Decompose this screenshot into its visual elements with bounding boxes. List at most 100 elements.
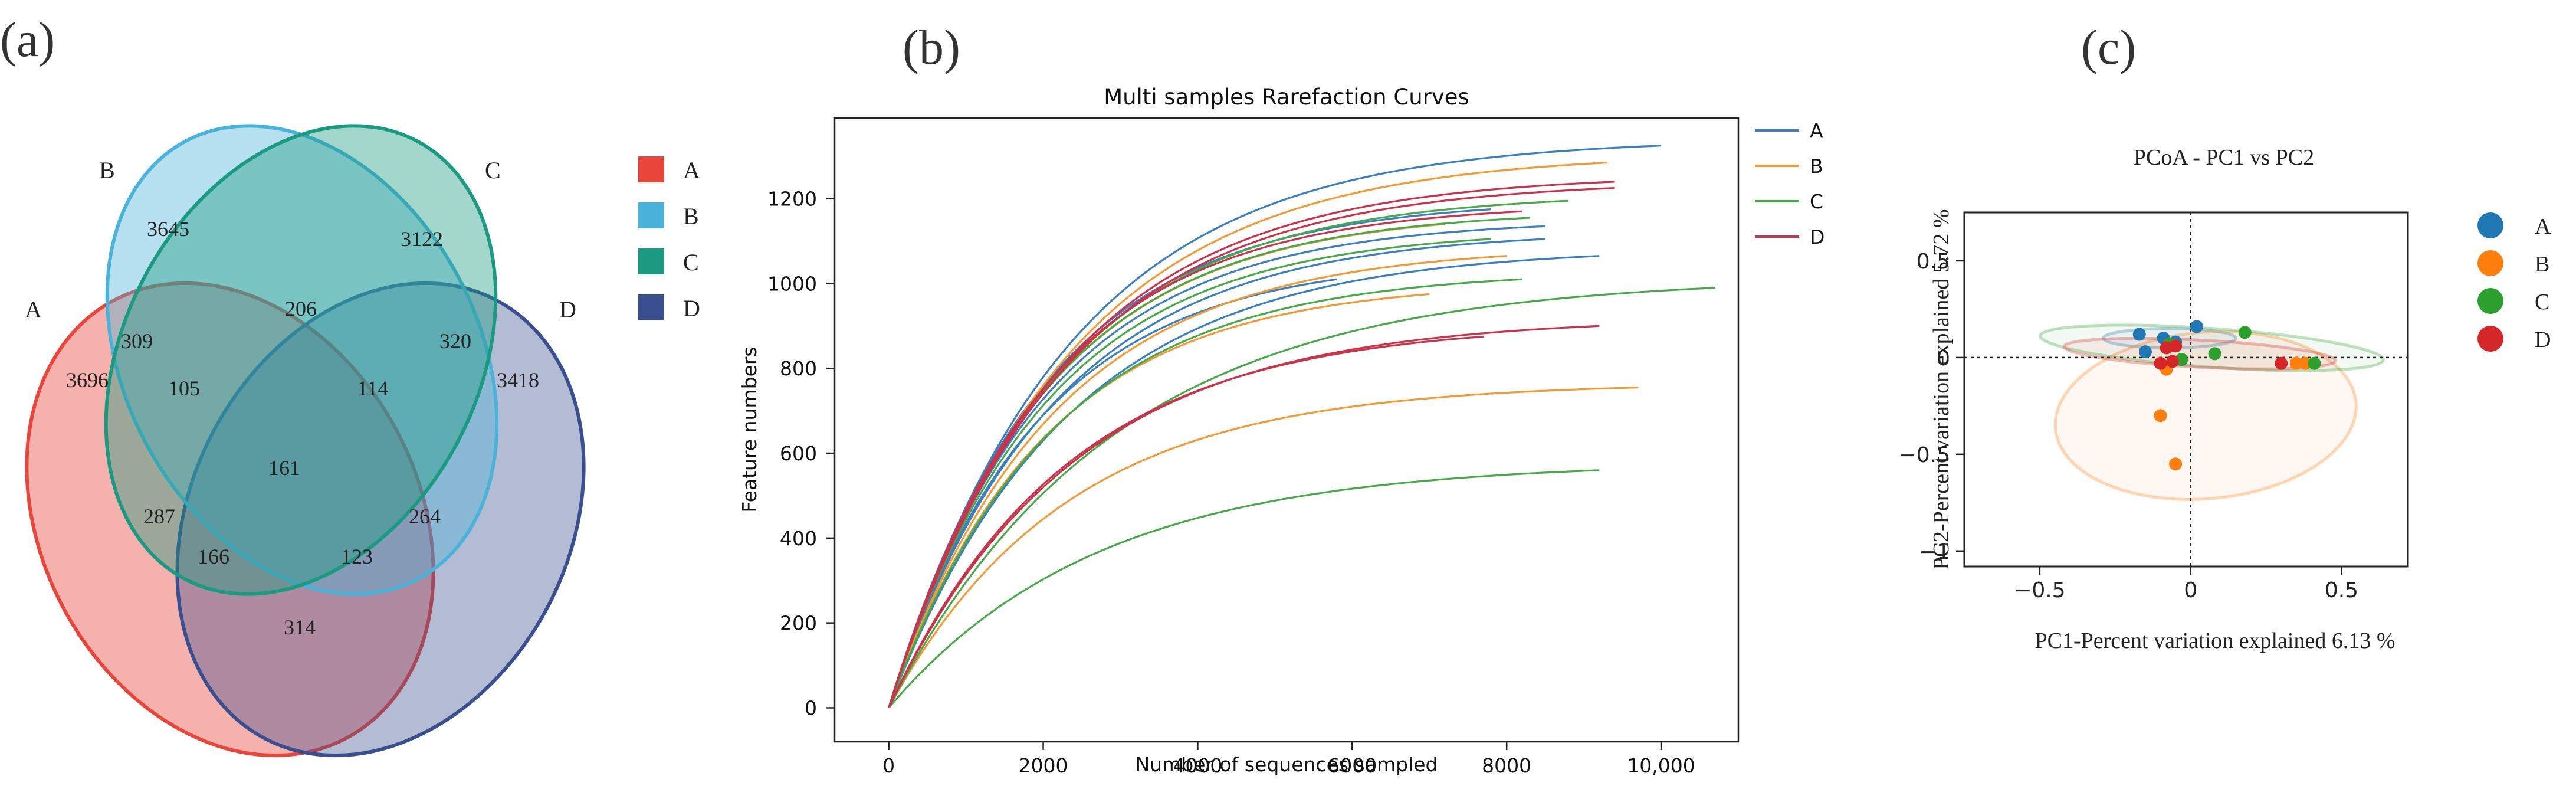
pcoa-point-d — [2275, 356, 2288, 370]
pcoa-point-b — [2299, 356, 2312, 370]
venn-set-label-a: A — [25, 296, 42, 323]
pcoa-point-b — [2154, 409, 2167, 423]
pcoa-legend-item-b: B — [2477, 250, 2549, 277]
rarefaction-curve-d — [888, 210, 1522, 708]
rarefaction-legend-item-d: D — [1755, 225, 1824, 248]
rarefaction-curve-d — [888, 187, 1615, 708]
pcoa-x-tick-label: 0.5 — [2325, 578, 2358, 602]
pcoa-y-axis-label: PC2-Percent variation explained 5.72 % — [1929, 209, 1954, 569]
rarefaction-x-axis-label: Number of sequences sampled — [1136, 753, 1438, 776]
rarefaction-y-tick-label: 1200 — [767, 188, 817, 211]
venn-legend: A B C D — [638, 156, 700, 322]
venn-legend-item-d: D — [638, 294, 700, 322]
pcoa-legend-item-c: C — [2477, 288, 2549, 315]
pcoa-ellipse-d — [2062, 336, 2337, 371]
venn-region-ad: 314 — [284, 615, 316, 639]
venn-set-label-c: C — [485, 157, 501, 184]
venn-region-bd: 264 — [409, 505, 441, 528]
rarefaction-y-tick-label: 400 — [780, 527, 817, 550]
pcoa-legend-marker — [2477, 288, 2503, 314]
rarefaction-curve-a — [888, 225, 1545, 708]
rarefaction-legend-item-b: B — [1755, 155, 1823, 178]
pcoa-y-tick-label: −1 — [1919, 540, 1950, 564]
pcoa-point-a — [2138, 345, 2152, 359]
rarefaction-legend-item-c: C — [1755, 190, 1823, 213]
rarefaction-x-tick-label: 4000 — [1173, 754, 1222, 777]
venn-legend-item-b: B — [638, 202, 699, 230]
venn-region-a: 3696 — [66, 368, 109, 392]
rarefaction-y-tick-label: 800 — [780, 357, 817, 380]
rarefaction-plot-frame — [833, 117, 1740, 743]
rarefaction-curve-b — [888, 293, 1430, 709]
venn-region-bcd: 114 — [357, 376, 389, 400]
pcoa-point-d — [2154, 356, 2167, 370]
pcoa-legend-marker — [2477, 326, 2503, 352]
pcoa-legend-item-d: D — [2477, 326, 2551, 352]
rarefaction-curve-a — [888, 145, 1662, 708]
rarefaction-curve-c — [888, 278, 1522, 709]
pcoa-title: PCoA - PC1 vs PC2 — [2134, 145, 2314, 170]
pcoa-x-tick-label: −0.5 — [2014, 578, 2065, 602]
rarefaction-x-tick-label: 10,000 — [1627, 754, 1695, 777]
pcoa-x-axis-label: PC1-Percent variation explained 6.13 % — [2034, 628, 2395, 653]
venn-region-ac: 287 — [143, 505, 175, 528]
panel-label-c: (c) — [2081, 20, 2136, 75]
rarefaction-curve-b — [888, 387, 1638, 709]
pcoa-legend-label: A — [2535, 214, 2551, 239]
venn-legend-label-b: B — [683, 203, 699, 230]
rarefaction-y-tick-label: 0 — [805, 696, 817, 719]
rarefaction-curve-d — [888, 335, 1484, 709]
venn-ellipse-c — [104, 124, 498, 596]
rarefaction-y-tick-label: 1000 — [767, 272, 817, 295]
pcoa-point-d — [2169, 339, 2183, 353]
pcoa-point-c — [2308, 356, 2321, 370]
panel-label-a: (a) — [0, 12, 55, 67]
pcoa-point-b — [2169, 457, 2183, 471]
pcoa-legend-marker — [2477, 250, 2503, 276]
venn-legend-item-a: A — [638, 156, 700, 184]
rarefaction-y-axis-label: Feature numbers — [738, 346, 761, 512]
venn-ellipse-b — [105, 124, 499, 596]
rarefaction-panel: (b) Multi samples Rarefaction Curves 0 20… — [738, 20, 1824, 777]
rarefaction-x-tick-label: 0 — [882, 754, 895, 777]
venn-legend-label-a: A — [683, 157, 700, 184]
pcoa-panel: (c) PCoA - PC1 vs PC2 −0.5 0 0.5 0.50−0.5−… — [1899, 20, 2551, 653]
venn-region-cd: 320 — [439, 329, 471, 353]
pcoa-point-b — [2289, 356, 2303, 370]
rarefaction-legend-label: B — [1810, 155, 1823, 178]
pcoa-legend-label: B — [2535, 252, 2549, 277]
rarefaction-curves — [888, 145, 1715, 709]
rarefaction-y-tick-label: 200 — [780, 612, 817, 635]
rarefaction-curve-b — [888, 223, 1445, 708]
venn-region-bc: 206 — [285, 297, 317, 320]
pcoa-y-ticks: 0.5 0 −0.5 −1 — [1899, 250, 1964, 564]
venn-region-abc: 105 — [168, 376, 200, 400]
pcoa-x-ticks: −0.5 0 0.5 — [2014, 566, 2358, 602]
pcoa-x-tick-label: 0 — [2184, 578, 2197, 602]
rarefaction-curve-a — [888, 278, 1337, 709]
venn-legend-label-d: D — [683, 295, 700, 322]
rarefaction-title: Multi samples Rarefaction Curves — [1104, 84, 1469, 110]
rarefaction-x-tick-label: 6000 — [1327, 754, 1377, 777]
rarefaction-x-tick-label: 2000 — [1019, 754, 1068, 777]
pcoa-y-tick-label: −0.5 — [1899, 443, 1950, 467]
venn-legend-swatch-a — [638, 156, 664, 182]
rarefaction-y-tick-label: 600 — [780, 442, 817, 465]
rarefaction-legend-label: C — [1810, 190, 1823, 213]
rarefaction-curve-c — [888, 199, 1568, 708]
venn-legend-swatch-d — [638, 294, 664, 320]
venn-region-acd: 166 — [198, 545, 229, 568]
pcoa-point-d — [2165, 355, 2179, 368]
rarefaction-x-tick-label: 8000 — [1482, 754, 1531, 777]
rarefaction-curve-d — [888, 181, 1615, 708]
venn-legend-item-c: C — [638, 248, 699, 276]
rarefaction-curve-c — [888, 469, 1600, 709]
pcoa-y-tick-label: 0.5 — [1917, 250, 1950, 274]
pcoa-point-a — [2132, 328, 2146, 341]
pcoa-points — [2132, 320, 2321, 471]
pcoa-y-tick-label: 0 — [1937, 346, 1950, 371]
venn-region-abcd: 161 — [268, 456, 300, 480]
rarefaction-curve-a — [888, 208, 1492, 708]
rarefaction-curve-c — [888, 238, 1492, 708]
